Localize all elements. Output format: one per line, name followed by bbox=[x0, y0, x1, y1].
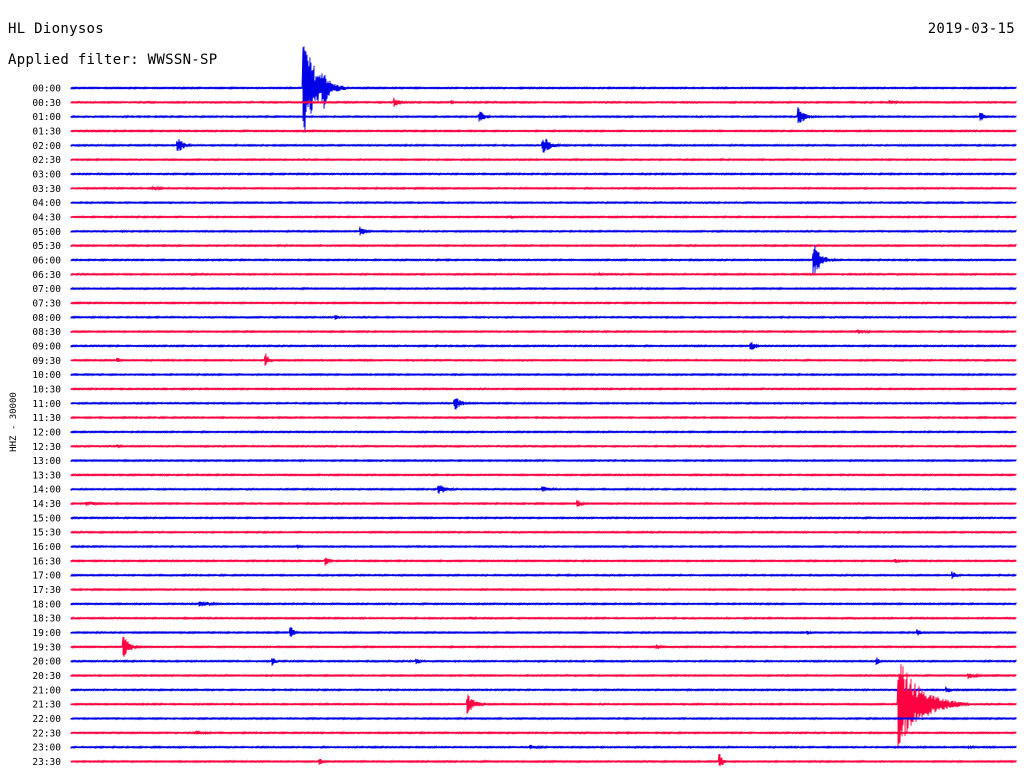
seismogram-traces bbox=[70, 46, 1017, 767]
row-time-label: 04:30 bbox=[32, 212, 61, 223]
row-time-label: 15:00 bbox=[32, 513, 61, 524]
row-time-label: 18:30 bbox=[32, 614, 61, 625]
row-time-label: 09:30 bbox=[32, 356, 61, 367]
row-time-label: 09:00 bbox=[32, 341, 61, 352]
row-time-label: 08:30 bbox=[32, 327, 61, 338]
row-time-label: 12:30 bbox=[32, 442, 61, 453]
row-time-label: 20:30 bbox=[32, 671, 61, 682]
row-time-label: 06:30 bbox=[32, 270, 61, 281]
row-time-label: 00:30 bbox=[32, 98, 61, 109]
row-time-label: 01:00 bbox=[32, 112, 61, 123]
row-time-label: 00:00 bbox=[32, 84, 61, 95]
row-time-label: 02:00 bbox=[32, 141, 61, 152]
row-time-label: 06:00 bbox=[32, 255, 61, 266]
row-time-label: 23:30 bbox=[32, 757, 61, 768]
row-time-label: 22:30 bbox=[32, 728, 61, 739]
row-time-label: 03:00 bbox=[32, 169, 61, 180]
row-time-label: 13:00 bbox=[32, 456, 61, 467]
row-time-label: 16:00 bbox=[32, 542, 61, 553]
trace-row-0100 bbox=[70, 107, 1017, 124]
row-time-label: 02:30 bbox=[32, 155, 61, 166]
filter-label: Applied filter: WWSSN-SP bbox=[8, 52, 218, 68]
row-time-label: 12:00 bbox=[32, 427, 61, 438]
row-time-label: 22:00 bbox=[32, 714, 61, 725]
row-time-label: 08:00 bbox=[32, 313, 61, 324]
row-time-label: 14:00 bbox=[32, 485, 61, 496]
row-time-label: 15:30 bbox=[32, 528, 61, 539]
row-time-label: 11:00 bbox=[32, 399, 61, 410]
row-time-label: 03:30 bbox=[32, 184, 61, 195]
row-time-label: 23:00 bbox=[32, 743, 61, 754]
row-time-label: 17:30 bbox=[32, 585, 61, 596]
time-tick-labels: 00:00 00:30 01:00 01:30 02:00 02:30 03:00 03:30… bbox=[32, 84, 61, 769]
row-time-label: 01:30 bbox=[32, 126, 61, 137]
row-time-label: 17:00 bbox=[32, 571, 61, 582]
trace-row-0000 bbox=[70, 46, 1017, 133]
row-time-label: 07:30 bbox=[32, 298, 61, 309]
row-time-label: 19:30 bbox=[32, 642, 61, 653]
row-time-label: 14:30 bbox=[32, 499, 61, 510]
date-label: 2019-03-15 bbox=[927, 21, 1015, 37]
row-time-label: 05:30 bbox=[32, 241, 61, 252]
row-time-label: 10:00 bbox=[32, 370, 61, 381]
row-time-label: 05:00 bbox=[32, 227, 61, 238]
row-time-label: 16:30 bbox=[32, 556, 61, 567]
row-time-label: 07:00 bbox=[32, 284, 61, 295]
row-time-label: 10:30 bbox=[32, 384, 61, 395]
row-time-label: 11:30 bbox=[32, 413, 61, 424]
station-title: HL Dionysos bbox=[8, 21, 105, 37]
trace-row-2030 bbox=[70, 673, 1017, 680]
row-time-label: 20:00 bbox=[32, 657, 61, 668]
row-time-label: 21:00 bbox=[32, 685, 61, 696]
trace-row-2330 bbox=[70, 753, 1017, 767]
row-time-label: 18:00 bbox=[32, 599, 61, 610]
row-time-label: 21:30 bbox=[32, 700, 61, 711]
row-time-label: 13:30 bbox=[32, 470, 61, 481]
row-time-label: 19:00 bbox=[32, 628, 61, 639]
row-time-label: 04:00 bbox=[32, 198, 61, 209]
